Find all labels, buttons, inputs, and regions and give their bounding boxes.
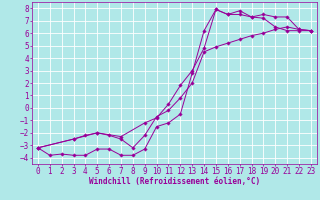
X-axis label: Windchill (Refroidissement éolien,°C): Windchill (Refroidissement éolien,°C): [89, 177, 260, 186]
